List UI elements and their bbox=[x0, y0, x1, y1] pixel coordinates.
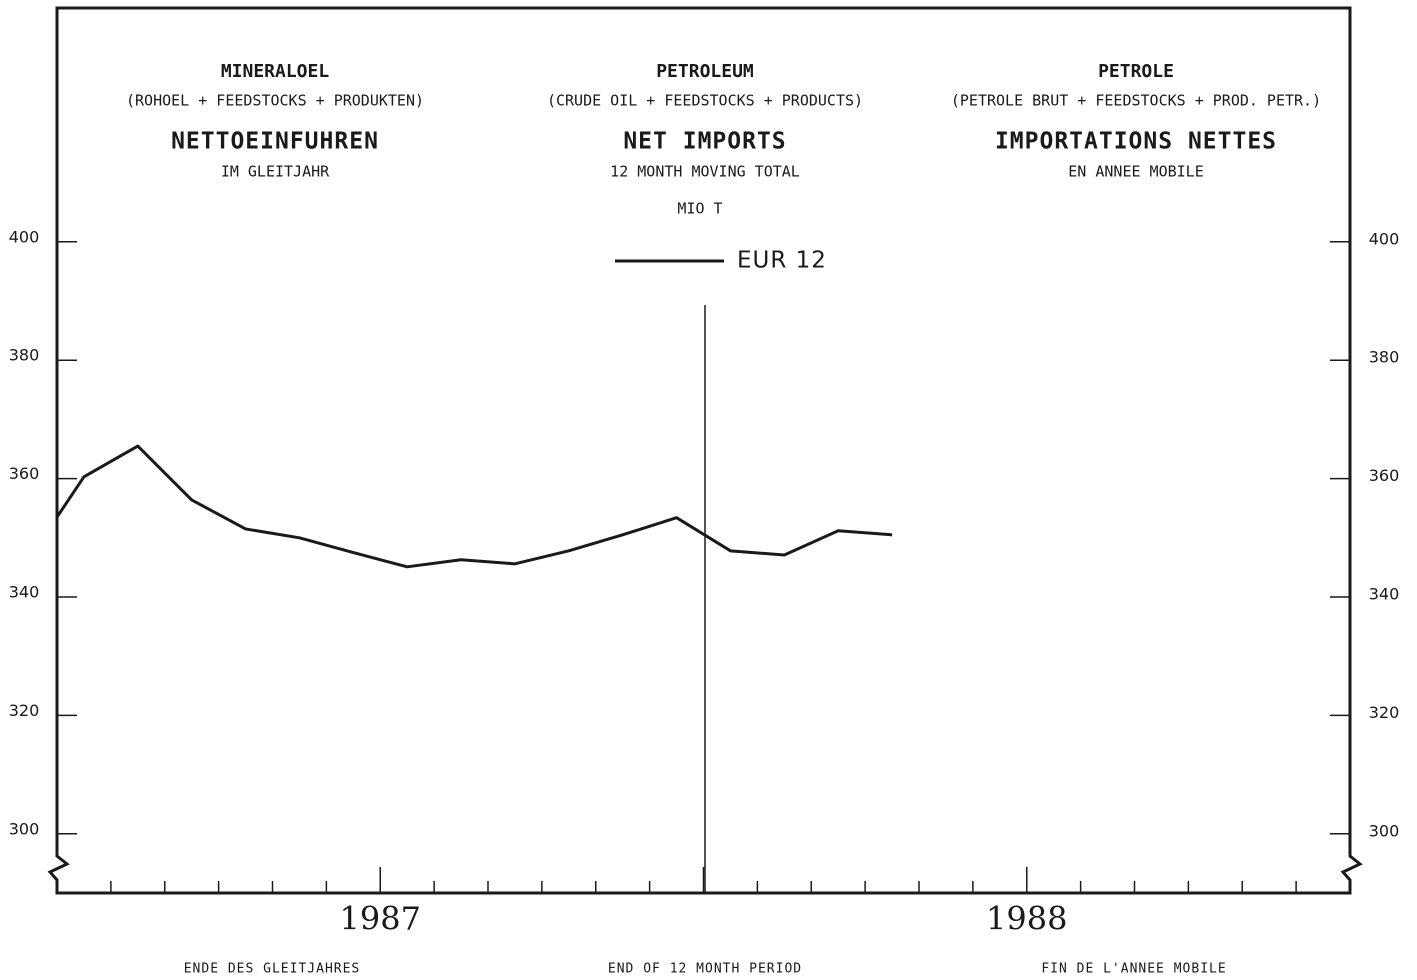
footer: FIN DE L'ANNEE MOBILE bbox=[1041, 962, 1226, 977]
heading-title: MINERALOEL bbox=[221, 61, 330, 82]
heading-subtitle: (CRUDE OIL + FEEDSTOCKS + PRODUCTS) bbox=[547, 92, 863, 110]
heading-title: PETROLEUM bbox=[656, 61, 754, 82]
footer: ENDE DES GLEITJAHRES bbox=[184, 962, 361, 977]
unit: MIO T bbox=[677, 200, 722, 218]
heading-sub: 12 MONTH MOVING TOTAL bbox=[610, 163, 800, 181]
x-tick-label: 1988 bbox=[986, 900, 1067, 938]
y-tick-label: 300 bbox=[9, 819, 40, 838]
heading-subtitle: (PETROLE BRUT + FEEDSTOCKS + PROD. PETR.… bbox=[951, 92, 1321, 110]
frame bbox=[47, 6, 1363, 895]
heading-sub: EN ANNEE MOBILE bbox=[1068, 163, 1203, 181]
y-tick-label: 300 bbox=[1369, 821, 1400, 840]
y-tick-label: 320 bbox=[9, 701, 40, 720]
y-tick-label: 340 bbox=[9, 583, 40, 602]
y-tick-label: 380 bbox=[1369, 348, 1400, 367]
y-tick-label: 400 bbox=[9, 227, 40, 246]
y-tick-label: 360 bbox=[9, 464, 40, 483]
series-line bbox=[55, 444, 893, 569]
y-tick-label: 320 bbox=[1369, 703, 1400, 722]
y-tick-label: 380 bbox=[9, 346, 40, 365]
legend-label: EUR 12 bbox=[737, 248, 827, 274]
heading-subtitle: (ROHOEL + FEEDSTOCKS + PRODUKTEN) bbox=[126, 92, 424, 110]
heading-title: PETROLE bbox=[1098, 61, 1174, 82]
y-tick-label: 400 bbox=[1369, 229, 1400, 248]
y-tick-label: 360 bbox=[1369, 466, 1400, 485]
heading: NETTOEINFUHREN bbox=[171, 129, 379, 155]
y-tick-label: 340 bbox=[1369, 585, 1400, 604]
heading: NET IMPORTS bbox=[623, 129, 786, 155]
x-tick-label: 1987 bbox=[340, 900, 421, 938]
heading-sub: IM GLEITJAHR bbox=[221, 163, 330, 181]
footer: END OF 12 MONTH PERIOD bbox=[608, 962, 802, 977]
heading: IMPORTATIONS NETTES bbox=[995, 129, 1277, 155]
